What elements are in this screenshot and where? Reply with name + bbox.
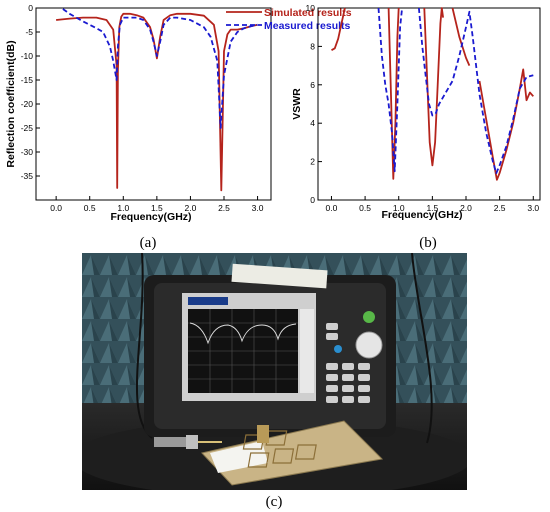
chart-a-ytick-label: 0 <box>28 3 33 13</box>
chart-a-ytick-label: -35 <box>21 171 34 181</box>
legend-simulated-label: Simulated results <box>264 7 352 19</box>
chart-a-series-simulated-line <box>56 12 258 192</box>
chart-a-ytick-label: -15 <box>21 75 34 85</box>
chart-a-ytick-label: -5 <box>25 27 33 37</box>
chart-a-xtick-label: 0.0 <box>50 203 62 213</box>
analyzer-label-sticker <box>231 263 328 289</box>
chart-a-ytick-label: -30 <box>21 147 34 157</box>
chart-a-ytick-label: -10 <box>21 51 34 61</box>
measurement-photo <box>82 253 467 490</box>
chart-a-xtick-label: 2.5 <box>218 203 230 213</box>
chart-a-ytick-label: -20 <box>21 99 34 109</box>
chart-a-xtick-label: 0.5 <box>84 203 96 213</box>
analyzer-device <box>144 263 396 437</box>
chart-a-series-measured-line <box>62 8 258 129</box>
chart-a-ylabel: Reflection coefficient(dB) <box>5 40 17 167</box>
legend-measured-label: Measured results <box>264 20 351 32</box>
chart-a-ytick-label: -25 <box>21 123 34 133</box>
chart-a-xtick-label: 1.5 <box>151 203 163 213</box>
panel-label-a: (a) <box>140 235 157 251</box>
rotary-knob <box>355 331 383 359</box>
chart-a-xlabel: Frequency(GHz) <box>110 211 191 223</box>
antenna-pcb <box>201 420 384 486</box>
chart-a-xtick-label: 1.0 <box>117 203 129 213</box>
chart-a-xtick-label: 3.0 <box>252 203 264 213</box>
chart-a-xtick-label: 2.0 <box>185 203 197 213</box>
